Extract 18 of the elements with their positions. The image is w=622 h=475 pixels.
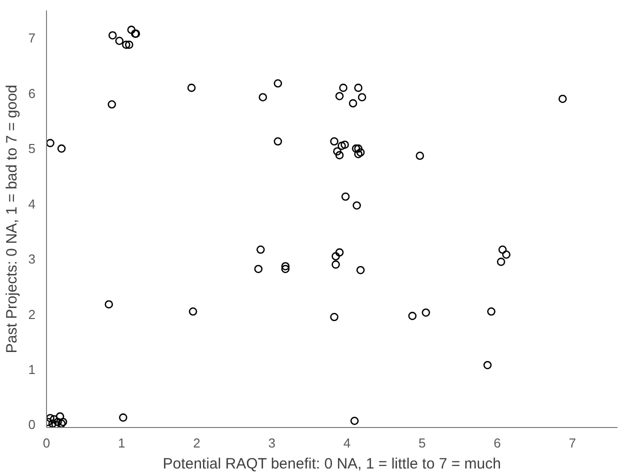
x-tick-label: 2	[193, 436, 200, 450]
x-tick-label: 1	[118, 436, 126, 450]
x-tick-label: 4	[343, 436, 351, 450]
y-tick-label: 3	[28, 252, 36, 267]
x-axis-title: Potential RAQT benefit: 0 NA, 1 = little to 7 = much	[162, 456, 501, 472]
x-tick-label: 5	[418, 436, 426, 450]
x-tick-label: 3	[268, 436, 276, 450]
y-tick-label: 0	[28, 417, 36, 432]
x-tick-label: 6	[494, 436, 501, 450]
x-tick-label: 7	[568, 436, 576, 450]
y-tick-label: 7	[28, 30, 36, 46]
y-tick-label: 5	[28, 141, 36, 156]
y-axis-title: Past Projects: 0 NA, 1 = bad to 7 = good	[3, 84, 20, 354]
y-tick-label: 4	[28, 196, 36, 212]
y-tick-label: 6	[28, 86, 36, 101]
y-tick-label: 2	[28, 306, 36, 322]
y-tick-label: 1	[28, 362, 36, 378]
x-tick-label: 0	[42, 436, 50, 450]
